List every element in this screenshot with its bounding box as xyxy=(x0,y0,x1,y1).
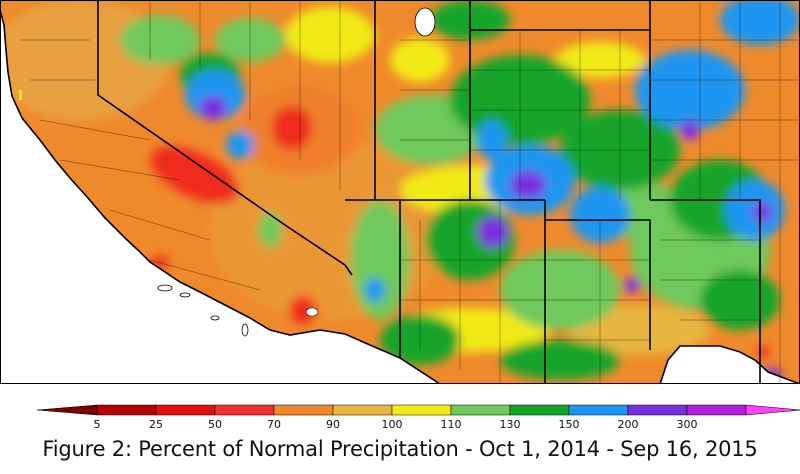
legend-label-50: 50 xyxy=(208,418,222,431)
legend-swatch-100 xyxy=(391,404,452,416)
state-boundaries xyxy=(0,0,800,384)
legend-swatch-50 xyxy=(214,404,275,416)
figure-caption: Figure 2: Percent of Normal Precipitatio… xyxy=(42,437,758,461)
legend-low-arrow xyxy=(36,404,98,416)
salton-sea xyxy=(305,307,319,317)
legend-label-90: 90 xyxy=(326,418,340,431)
legend-swatch-150 xyxy=(568,404,629,416)
legend-swatch-200 xyxy=(627,404,688,416)
legend-swatch-90 xyxy=(332,404,393,416)
legend-label-100: 100 xyxy=(382,418,403,431)
color-legend: 5 25 50 70 90 100 110 130 150 200 300 xyxy=(36,404,800,431)
legend-swatch-70 xyxy=(273,404,334,416)
legend-high-arrow xyxy=(745,404,800,416)
legend-swatch-25 xyxy=(155,404,216,416)
precipitation-field xyxy=(0,0,800,384)
legend-label-150: 150 xyxy=(559,418,580,431)
legend-label-300: 300 xyxy=(677,418,698,431)
precipitation-map xyxy=(0,0,800,384)
legend-label-200: 200 xyxy=(618,418,639,431)
legend-swatch-5 xyxy=(96,404,157,416)
legend-label-70: 70 xyxy=(267,418,281,431)
salt-lake xyxy=(414,7,436,37)
channel-islands xyxy=(157,284,249,337)
legend-swatch-300 xyxy=(686,404,747,416)
legend-label-110: 110 xyxy=(441,418,462,431)
county-lines xyxy=(20,0,800,384)
legend-swatch-110 xyxy=(450,404,511,416)
legend-label-5: 5 xyxy=(94,418,101,431)
marker-yellow xyxy=(19,90,22,100)
legend-label-130: 130 xyxy=(500,418,521,431)
legend-swatch-130 xyxy=(509,404,570,416)
legend-label-25: 25 xyxy=(149,418,163,431)
